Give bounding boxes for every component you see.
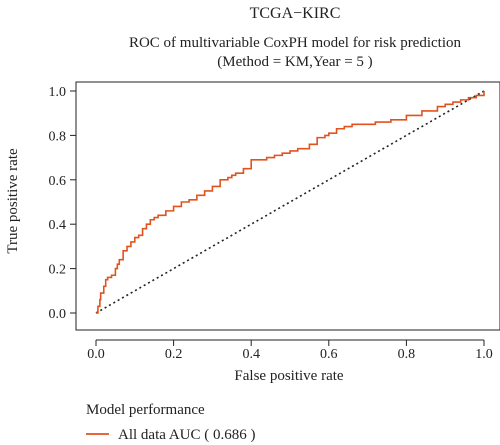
x-axis-label: False positive rate (234, 368, 343, 384)
x-tick-label: 1.0 (475, 347, 493, 362)
roc-curve-line (96, 91, 485, 314)
x-tick-label: 0.4 (242, 347, 260, 362)
x-tick-label: 0.0 (87, 347, 105, 362)
x-axis: 0.0 0.2 0.4 0.6 0.8 1.0 (87, 339, 493, 362)
legend-title: Model performance (86, 402, 205, 418)
y-tick-label: 1.0 (49, 85, 67, 100)
x-tick-label: 0.2 (165, 347, 183, 362)
reference-diagonal-line (95, 90, 485, 314)
y-tick-label: 0.6 (49, 174, 67, 189)
chart-subtitle: (Method = KM,Year = 5 ) (217, 54, 372, 70)
y-tick-label: 0.0 (49, 307, 67, 322)
plot-frame (75, 81, 500, 331)
y-axis-label: True positive rate (5, 148, 21, 254)
legend-item-label: All data AUC ( 0.686 ) (118, 427, 255, 443)
y-tick-label: 0.8 (49, 129, 67, 144)
y-tick-label: 0.4 (49, 218, 67, 233)
x-tick-label: 0.6 (320, 347, 338, 362)
figure-title: TCGA−KIRC (250, 5, 341, 22)
y-tick-label: 0.2 (49, 263, 67, 278)
y-axis: 0.0 0.2 0.4 0.6 0.8 1.0 (49, 85, 77, 322)
chart-title: ROC of multivariable CoxPH model for ris… (129, 35, 462, 51)
x-tick-label: 0.8 (398, 347, 416, 362)
